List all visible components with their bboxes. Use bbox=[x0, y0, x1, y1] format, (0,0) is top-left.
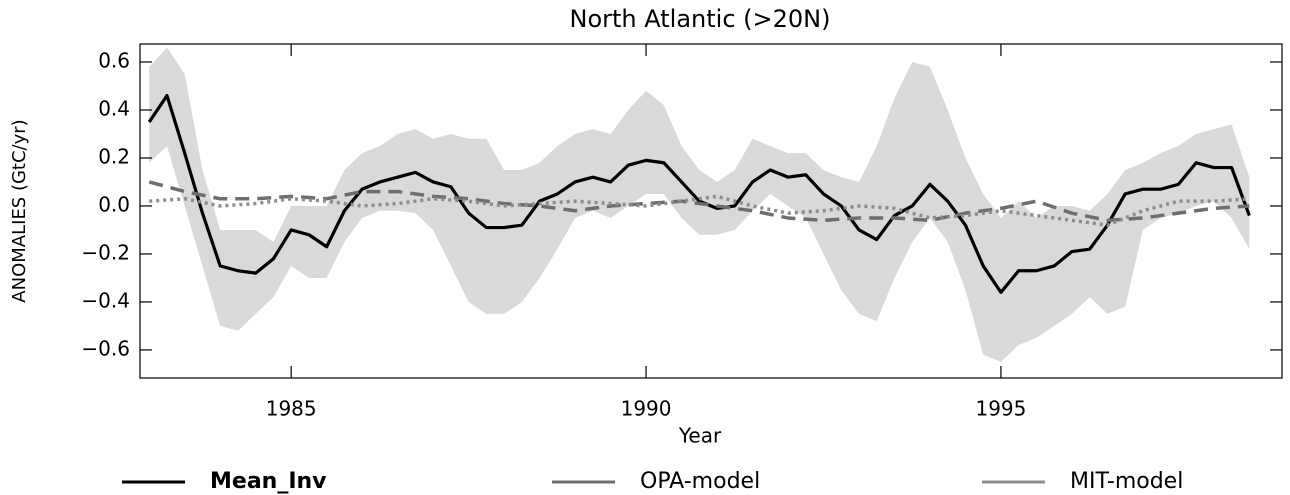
y-axis-label: ANOMALIES (GtC/yr) bbox=[9, 119, 30, 302]
series-line bbox=[148, 180, 1250, 223]
legend-label: MIT-model bbox=[1070, 469, 1183, 494]
y-tick-label: −0.2 bbox=[81, 240, 130, 264]
y-tick-label: −0.6 bbox=[81, 336, 130, 360]
axes-frame bbox=[139, 43, 1283, 379]
x-axis-label: Year bbox=[678, 424, 722, 448]
x-tick-label: 1985 bbox=[266, 397, 317, 421]
series-line bbox=[147, 93, 1251, 294]
legend-label: Mean_Inv bbox=[210, 469, 327, 494]
y-tick-label: 0.0 bbox=[98, 192, 130, 216]
legend-label: OPA-model bbox=[640, 469, 760, 494]
series-line bbox=[149, 194, 1250, 227]
y-tick-label: 0.2 bbox=[98, 144, 130, 168]
x-tick-label: 1990 bbox=[621, 397, 672, 421]
y-tick-label: 0.4 bbox=[98, 96, 130, 120]
x-tick-label: 1995 bbox=[975, 397, 1026, 421]
y-tick-label: −0.4 bbox=[81, 288, 130, 312]
chart-title: North Atlantic (>20N) bbox=[570, 5, 831, 33]
plot-area bbox=[147, 47, 1251, 362]
y-tick-label: 0.6 bbox=[98, 48, 130, 72]
